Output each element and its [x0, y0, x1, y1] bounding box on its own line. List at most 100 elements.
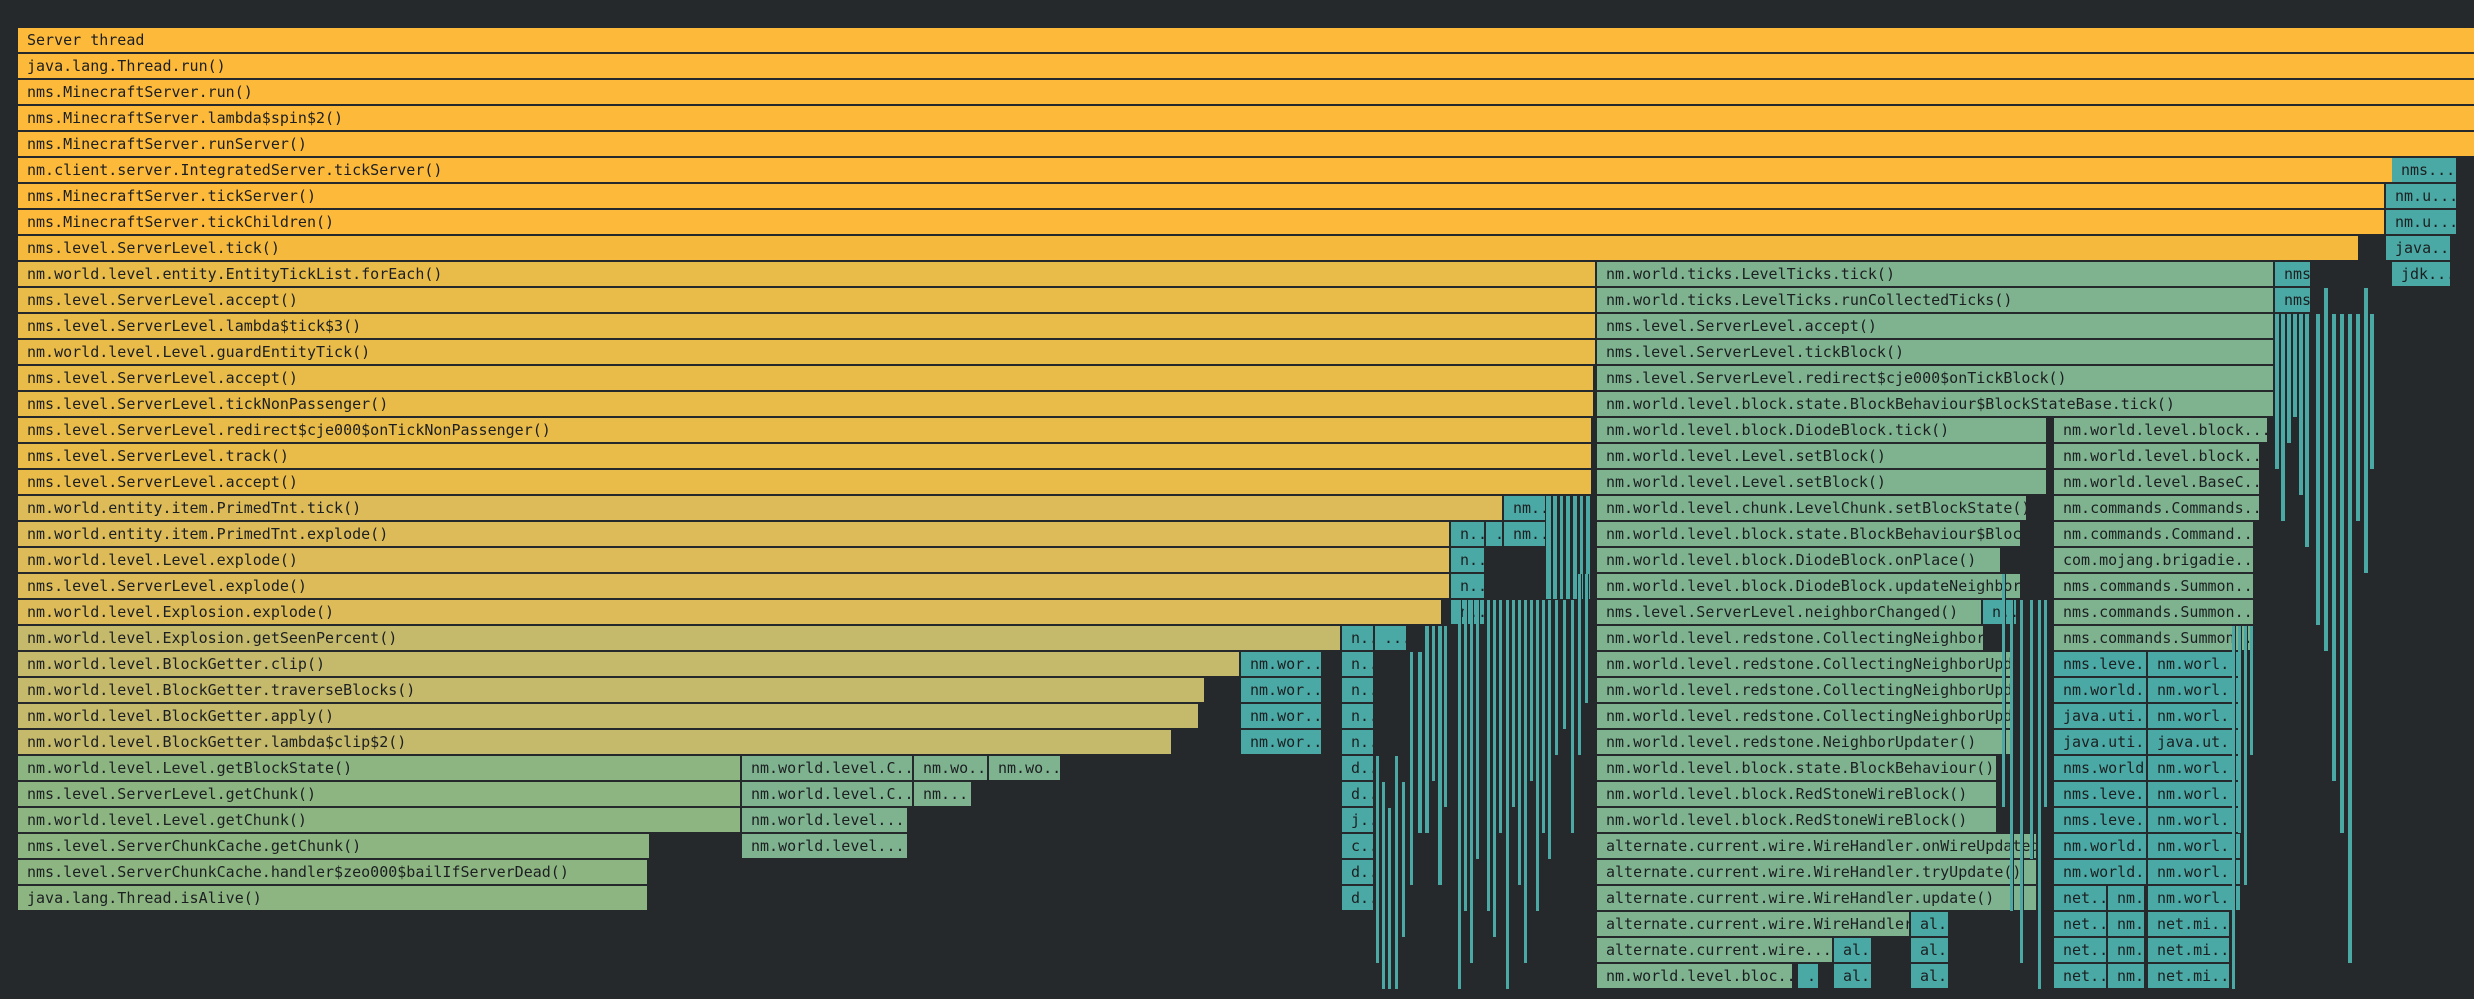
flame-frame[interactable]: nm... [1504, 522, 1546, 547]
flame-frame[interactable]: nm.world.level.block.RedStoneWireBlock() [1597, 782, 1997, 807]
flame-frame[interactable]: nm.world.level.block.DiodeBlock.tick() [1597, 418, 2047, 443]
flame-frame[interactable]: nms... [2275, 288, 2311, 313]
flame-frame[interactable]: nms.level.ServerChunkCache.handler$zeo00… [18, 860, 648, 885]
flame-sliver[interactable] [2044, 600, 2048, 807]
flame-sliver[interactable] [1585, 574, 1589, 703]
flame-frame[interactable]: nms.MinecraftServer.tickChildren() [18, 210, 2385, 235]
flame-sliver[interactable] [2238, 626, 2242, 833]
flame-sliver[interactable] [1470, 600, 1474, 963]
flame-frame[interactable]: nm.world.level.entity.EntityTickList.for… [18, 262, 1596, 287]
flame-frame[interactable]: nms.level.ServerLevel.accept() [18, 366, 1594, 391]
flame-frame[interactable]: nms.level.ServerLevel.getChunk() [18, 782, 741, 807]
flame-sliver[interactable] [1506, 600, 1510, 989]
flame-frame[interactable]: com.mojang.brigadie... [2054, 548, 2254, 573]
flame-frame[interactable]: n... [1342, 730, 1374, 755]
flame-sliver[interactable] [1487, 600, 1491, 911]
flame-frame[interactable]: d... [1342, 860, 1374, 885]
flame-frame[interactable]: nm... [2108, 964, 2145, 989]
flame-frame[interactable]: nms.commands.Summon... [2054, 626, 2254, 651]
flame-frame[interactable]: nm.world.level.redstone.CollectingNeighb… [1597, 704, 2014, 729]
flame-frame[interactable]: nm.world.entity.item.PrimedTnt.explode() [18, 522, 1450, 547]
flame-frame[interactable]: al... [1911, 964, 1949, 989]
flame-frame[interactable]: nm.worl... [2148, 808, 2241, 833]
flame-frame[interactable]: alternate.current.wire.WireHandler() [1597, 912, 1910, 937]
flame-sliver[interactable] [1476, 600, 1480, 859]
flame-frame[interactable]: nm.world.level.Explosion.getSeenPercent(… [18, 626, 1341, 651]
flame-frame[interactable]: nm.client.server.IntegratedServer.tickSe… [18, 158, 2393, 183]
flame-frame[interactable]: nm.world.level.BlockGetter.apply() [18, 704, 1199, 729]
flame-frame[interactable]: nm.world.level.bloc... [1597, 964, 1793, 989]
flame-sliver[interactable] [2356, 314, 2361, 521]
flame-sliver[interactable] [1560, 496, 1564, 599]
flame-frame[interactable]: nm.world.level.BlockGetter.lambda$clip$2… [18, 730, 1172, 755]
flame-sliver[interactable] [1578, 574, 1582, 755]
flame-frame[interactable]: nm.world.entity.item.PrimedTnt.tick() [18, 496, 1503, 521]
flame-sliver[interactable] [1586, 496, 1591, 599]
flame-frame[interactable]: nm.world.level.redstone.CollectingNeighb… [1597, 626, 1984, 651]
flame-sliver[interactable] [1530, 600, 1534, 781]
flame-frame[interactable]: nms.level.ServerLevel.tickBlock() [1597, 340, 2274, 365]
flame-frame[interactable]: nm.world.level.Level.getChunk() [18, 808, 741, 833]
flame-frame[interactable]: nms.MinecraftServer.run() [18, 80, 2474, 105]
flame-sliver[interactable] [2002, 574, 2006, 807]
flame-sliver[interactable] [1518, 600, 1522, 885]
flame-frame[interactable]: nms.level.ServerLevel.tickNonPassenger() [18, 392, 1594, 417]
flame-sliver[interactable] [1444, 626, 1448, 807]
flame-frame[interactable]: nm.worl... [2148, 860, 2241, 885]
flame-frame[interactable]: nms.level.ServerLevel.explode() [18, 574, 1450, 599]
flame-sliver[interactable] [1555, 600, 1559, 755]
flame-frame[interactable]: nms... [2275, 262, 2311, 287]
flame-sliver[interactable] [2010, 600, 2014, 911]
flame-sliver[interactable] [1553, 496, 1558, 599]
flame-frame[interactable]: nms.leve... [2054, 782, 2147, 807]
flame-frame[interactable]: nm.world.level.redstone.CollectingNeighb… [1597, 652, 2014, 677]
flame-frame[interactable]: nm.world.level.C... [742, 782, 913, 807]
flame-frame[interactable]: nm.worl... [2148, 886, 2241, 911]
flame-frame[interactable]: nms... [2392, 158, 2457, 183]
flame-frame[interactable]: nm.world.level.block.state.BlockBehaviou… [1597, 392, 2274, 417]
flame-frame[interactable]: nm.wor... [1241, 730, 1322, 755]
flame-frame[interactable]: nm.world.level.block.DiodeBlock.onPlace(… [1597, 548, 2001, 573]
flame-frame[interactable]: nm.u... [2386, 184, 2457, 209]
flame-frame[interactable]: nm.wor... [1241, 704, 1322, 729]
flame-sliver[interactable] [1382, 782, 1386, 989]
flame-sliver[interactable] [2364, 288, 2369, 573]
flame-frame[interactable]: nm.world.level.Level.guardEntityTick() [18, 340, 1596, 365]
flame-frame[interactable]: nm.world.level.Explosion.explode() [18, 600, 1442, 625]
flame-sliver[interactable] [2244, 626, 2248, 885]
flame-sliver[interactable] [2038, 600, 2042, 989]
flame-frame[interactable]: nm.world.level.BaseC... [2054, 470, 2260, 495]
flame-frame[interactable]: n... [1451, 548, 1485, 573]
flame-sliver[interactable] [1376, 756, 1380, 963]
flame-sliver[interactable] [2293, 314, 2298, 417]
flame-frame[interactable]: ... [1375, 626, 1407, 651]
flame-sliver[interactable] [1580, 496, 1584, 599]
flame-sliver[interactable] [2332, 314, 2337, 781]
flame-frame[interactable]: nms.level.ServerLevel.track() [18, 444, 1592, 469]
flame-frame[interactable]: nms.MinecraftServer.tickServer() [18, 184, 2385, 209]
flame-frame[interactable]: ... [1486, 522, 1503, 547]
flame-frame[interactable]: nm.world.level.Level.setBlock() [1597, 444, 2047, 469]
flame-sliver[interactable] [1410, 652, 1414, 885]
flame-frame[interactable]: nms.world... [2054, 756, 2147, 781]
flame-frame[interactable]: nm... [914, 782, 972, 807]
flame-sliver[interactable] [1566, 496, 1571, 599]
flame-frame[interactable]: java.uti... [2054, 730, 2147, 755]
flame-sliver[interactable] [2299, 314, 2304, 495]
flame-frame[interactable]: d... [1342, 756, 1374, 781]
flame-frame[interactable]: nms.level.ServerLevel.tick() [18, 236, 2359, 261]
flame-frame[interactable]: nm... [2108, 938, 2145, 963]
flame-frame[interactable]: c... [1342, 834, 1374, 859]
flame-frame[interactable]: nms.level.ServerChunkCache.getChunk() [18, 834, 650, 859]
flame-frame[interactable]: nm.worl... [2148, 834, 2241, 859]
flame-sliver[interactable] [1388, 808, 1392, 989]
flame-sliver[interactable] [2232, 626, 2236, 989]
flame-frame[interactable]: nm.world.level.block... [2054, 418, 2268, 443]
flame-frame[interactable]: nm... [1504, 496, 1546, 521]
flame-sliver[interactable] [2340, 314, 2345, 833]
flame-frame[interactable]: net.mi... [2148, 912, 2230, 937]
flame-frame[interactable]: nm.worl... [2148, 704, 2241, 729]
flame-sliver[interactable] [2020, 600, 2024, 963]
flame-frame[interactable]: al... [1911, 912, 1949, 937]
flame-frame[interactable]: al... [1834, 938, 1872, 963]
